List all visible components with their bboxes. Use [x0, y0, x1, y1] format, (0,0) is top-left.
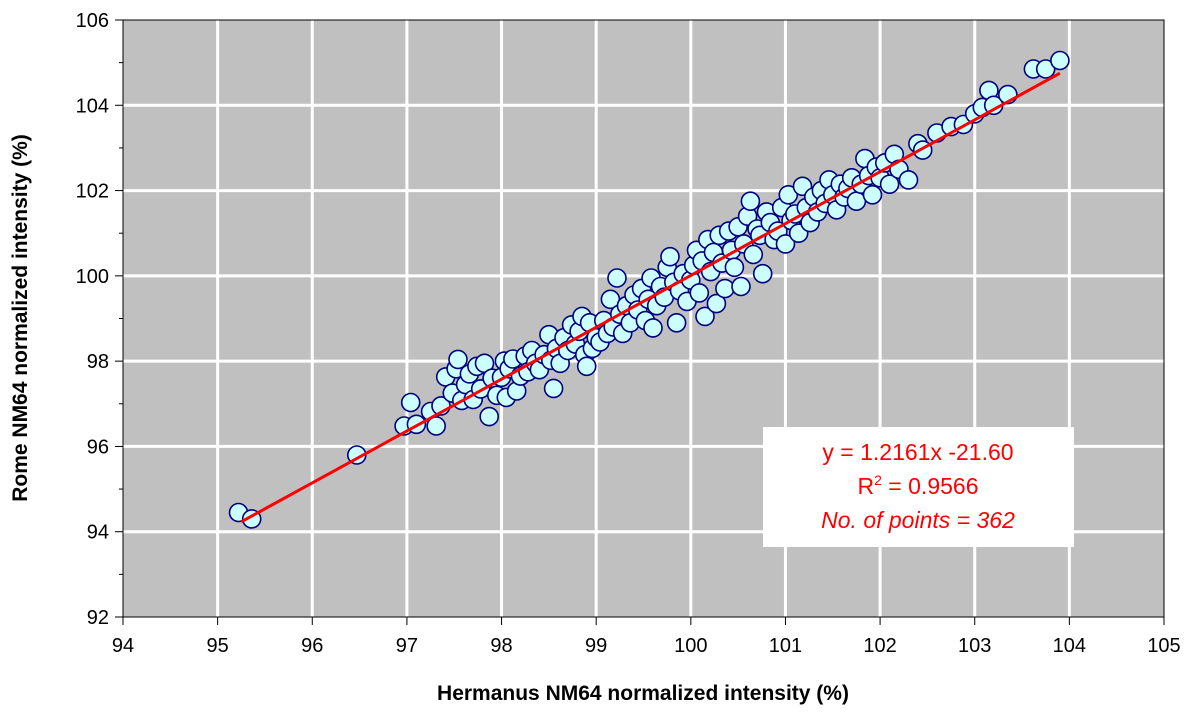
points-count-text: No. of points = 362 — [821, 507, 1015, 533]
data-point — [846, 191, 867, 211]
x-tick-label: 105 — [1147, 635, 1180, 657]
data-point — [740, 191, 761, 211]
y-tick-label: 92 — [87, 607, 109, 629]
data-point — [775, 234, 796, 254]
data-point — [695, 306, 715, 327]
data-point — [715, 278, 735, 299]
r-squared-text: R2 = 0.9566 — [858, 472, 979, 499]
data-point — [479, 406, 500, 427]
y-tick-label: 94 — [87, 522, 109, 544]
x-tick-label: 99 — [585, 635, 607, 657]
data-point — [576, 356, 597, 377]
data-point — [400, 392, 421, 413]
annotation-box — [763, 427, 1074, 547]
y-tick-label: 106 — [76, 10, 109, 32]
x-tick-label: 95 — [207, 635, 229, 657]
trendline-layer — [240, 71, 1061, 524]
data-point — [706, 293, 727, 314]
data-point — [898, 170, 919, 190]
axes — [115, 19, 1165, 625]
x-tick-label: 100 — [674, 635, 707, 657]
data-point — [1050, 50, 1070, 71]
regression-annotation: y = 1.2161x -21.60 R2 = 0.9566 No. of po… — [763, 427, 1074, 547]
x-tick-label: 96 — [301, 635, 323, 657]
x-tick-label: 101 — [769, 635, 802, 657]
x-tick-label: 97 — [396, 635, 418, 657]
data-point — [879, 174, 900, 194]
plot-frame — [122, 19, 1165, 618]
data-point — [643, 318, 663, 338]
data-point — [1035, 59, 1056, 79]
data-point — [752, 263, 773, 284]
data-point — [448, 349, 468, 370]
y-tick-label: 104 — [76, 95, 109, 117]
data-point — [731, 276, 751, 297]
x-axis-title: Hermanus NM64 normalized intensity (%) — [437, 682, 849, 705]
data-point — [778, 185, 799, 205]
data-point — [743, 244, 764, 265]
equation-text: y = 1.2161x -21.60 — [822, 439, 1013, 465]
data-point — [724, 257, 745, 278]
data-point — [543, 378, 564, 399]
x-tick-label: 103 — [958, 635, 991, 657]
tick-labels: 94 95 96 97 98 99 100 101 102 103 104 1059294969810… — [76, 10, 1181, 657]
y-axis-title: Rome NM64 normalized intensity (%) — [9, 134, 32, 502]
y-tick-label: 102 — [76, 181, 109, 203]
data-point — [426, 416, 447, 436]
x-tick-label: 102 — [863, 635, 896, 657]
y-tick-label: 96 — [87, 436, 109, 458]
data-point — [607, 268, 627, 288]
x-tick-label: 104 — [1053, 635, 1086, 657]
data-point — [689, 283, 710, 303]
y-tick-label: 100 — [76, 266, 109, 288]
data-point — [660, 246, 680, 267]
data-point — [666, 312, 687, 333]
x-tick-label: 94 — [112, 635, 134, 657]
regression-line — [240, 71, 1061, 524]
x-tick-label: 98 — [490, 635, 512, 657]
y-tick-label: 98 — [87, 351, 109, 373]
data-point — [862, 185, 883, 205]
